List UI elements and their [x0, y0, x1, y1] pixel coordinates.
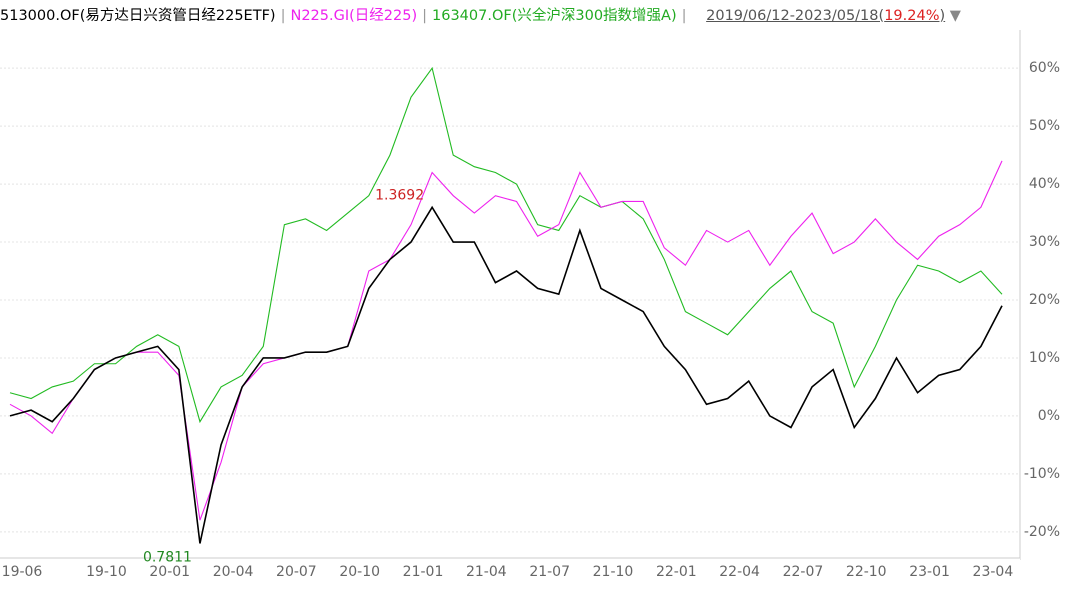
- date-range[interactable]: 2019/06/12-2023/05/18: [706, 8, 879, 24]
- x-tick-label: 21-07: [529, 564, 570, 580]
- annotation: 1.3692: [375, 187, 424, 203]
- period-return: 19.24%: [884, 8, 940, 24]
- legend-entry[interactable]: N225.GI(日经225): [290, 8, 418, 24]
- x-tick-label: 22-10: [846, 564, 887, 580]
- y-tick-label: -20%: [1024, 524, 1060, 540]
- x-tick-label: 22-04: [719, 564, 760, 580]
- x-axis-band: [0, 558, 1020, 590]
- x-tick-label: 21-01: [403, 564, 444, 580]
- x-tick-label: 22-07: [783, 564, 824, 580]
- x-tick-label: 23-01: [909, 564, 950, 580]
- annotation: 0.7811: [143, 549, 192, 565]
- y-tick-label: 30%: [1029, 234, 1060, 250]
- y-tick-label: 10%: [1029, 350, 1060, 366]
- y-tick-label: 0%: [1038, 408, 1060, 424]
- y-tick-label: 20%: [1029, 292, 1060, 308]
- header: 513000.OF(易方达日兴资管日经225ETF) | N225.GI(日经225…: [0, 8, 961, 24]
- x-tick-label: 21-10: [593, 564, 634, 580]
- y-tick-label: 40%: [1029, 176, 1060, 192]
- series-line: [9, 160, 1003, 521]
- x-tick-label: 21-04: [466, 564, 507, 580]
- series-line: [9, 66, 1003, 424]
- y-tick-label: 50%: [1029, 118, 1060, 134]
- legend-entry[interactable]: 163407.OF(兴全沪深300指数增强A): [432, 8, 677, 24]
- x-tick-label: 20-01: [149, 564, 190, 580]
- x-tick-label: 22-01: [656, 564, 697, 580]
- series-line: [9, 205, 1003, 544]
- legend-entry[interactable]: 513000.OF(易方达日兴资管日经225ETF): [0, 8, 276, 24]
- y-tick-label: 60%: [1029, 60, 1060, 76]
- x-tick-label: 19-06: [2, 564, 43, 580]
- x-tick-label: 20-10: [339, 564, 380, 580]
- y-tick-label: -10%: [1024, 466, 1060, 482]
- x-tick-label: 19-10: [86, 564, 127, 580]
- x-tick-label: 20-07: [276, 564, 317, 580]
- x-tick-label: 20-04: [213, 564, 254, 580]
- x-tick-label: 23-04: [973, 564, 1014, 580]
